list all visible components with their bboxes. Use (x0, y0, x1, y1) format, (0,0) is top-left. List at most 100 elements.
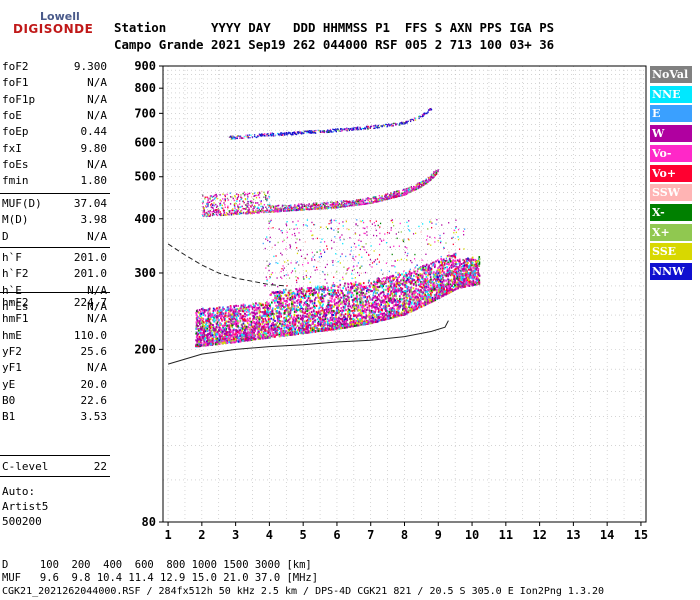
echo-point (280, 302, 283, 305)
echo-point (306, 303, 308, 306)
echo-point (307, 324, 309, 327)
echo-point (400, 298, 403, 301)
echo-point (450, 261, 452, 264)
echo-point (299, 314, 302, 317)
echo-point (251, 330, 254, 333)
param-name: foF2 (2, 60, 29, 73)
echo-point (213, 339, 215, 342)
echo-point (222, 327, 225, 330)
param-value: 9.300 (73, 60, 107, 73)
param-row: h`F2 201.0 (2, 267, 107, 283)
echo-point (341, 323, 343, 326)
echo-point (319, 311, 321, 314)
echo-point (382, 305, 385, 308)
param-name: foEs (2, 157, 29, 171)
echo-point (248, 310, 250, 313)
echo-point (354, 283, 357, 286)
echo-point (472, 277, 475, 280)
echo-point (462, 276, 465, 279)
echo-point (243, 318, 246, 321)
echo-point (257, 307, 260, 310)
echo-point (381, 284, 383, 287)
echo-point (423, 280, 425, 283)
echo-point (396, 279, 398, 282)
echo-point (197, 321, 200, 324)
echo-point (410, 280, 412, 283)
echo-point (422, 302, 424, 305)
echo-point (265, 319, 267, 322)
echo-point (292, 319, 295, 322)
echo-point (365, 311, 367, 314)
echo-point (313, 289, 316, 292)
echo-point (463, 266, 466, 269)
param-name: foE (2, 108, 22, 122)
echo-point (221, 315, 224, 318)
echo-point (343, 323, 345, 326)
echo-point (343, 314, 346, 317)
echo-point (474, 267, 477, 270)
param-row: h`F 201.0 (2, 251, 107, 267)
echo-point (278, 316, 281, 319)
param-value: 201.0 (73, 267, 107, 281)
param-value: N/A (87, 76, 107, 90)
echo-point (262, 303, 264, 306)
echo-point (244, 325, 246, 328)
echo-point (277, 325, 280, 328)
echo-point (241, 326, 244, 329)
echo-point (356, 295, 358, 298)
echo-point (465, 269, 468, 272)
echo-point (195, 327, 197, 330)
echo-point (351, 309, 353, 312)
echo-point (278, 294, 280, 297)
echo-point (295, 288, 297, 291)
echo-point (356, 303, 359, 306)
echo-point (230, 318, 232, 321)
echo-point (428, 294, 431, 297)
echo-point (350, 324, 353, 327)
echo-point (432, 300, 434, 303)
echo-point (344, 319, 347, 322)
echo-point (448, 254, 450, 257)
echo-point (221, 342, 224, 345)
echo-point (399, 282, 402, 285)
echo-point (353, 309, 355, 312)
echo-point (431, 286, 434, 289)
echo-point (225, 310, 227, 313)
echo-point (210, 341, 213, 344)
echo-point (394, 315, 396, 318)
echo-point (270, 317, 273, 320)
echo-point (421, 292, 424, 295)
echo-point (462, 270, 465, 273)
echo-point (454, 255, 457, 258)
echo-point (240, 305, 243, 308)
echo-point (240, 327, 243, 330)
echo-point (259, 316, 262, 319)
echo-point (243, 335, 245, 338)
echo-point (360, 321, 363, 324)
echo-point (221, 335, 223, 338)
echo-point (323, 323, 325, 326)
echo-point (220, 309, 222, 312)
echo-point (282, 297, 285, 300)
echo-point (437, 267, 439, 270)
echo-point (441, 269, 444, 272)
echo-point (363, 323, 366, 326)
echo-point (300, 298, 302, 301)
echo-point (396, 315, 399, 318)
echo-point (258, 323, 261, 326)
echo-point (276, 315, 278, 318)
echo-point (424, 300, 426, 303)
echo-point (454, 263, 457, 266)
echo-point (413, 279, 416, 282)
echo-point (478, 258, 481, 261)
echo-point (466, 281, 469, 284)
echo-point (309, 294, 312, 297)
echo-point (408, 272, 410, 275)
echo-point (240, 317, 243, 320)
echo-point (279, 302, 281, 305)
echo-point (344, 301, 347, 304)
echo-point (264, 337, 267, 340)
echo-point (321, 309, 324, 312)
echo-point (437, 290, 440, 293)
echo-point (329, 299, 332, 302)
